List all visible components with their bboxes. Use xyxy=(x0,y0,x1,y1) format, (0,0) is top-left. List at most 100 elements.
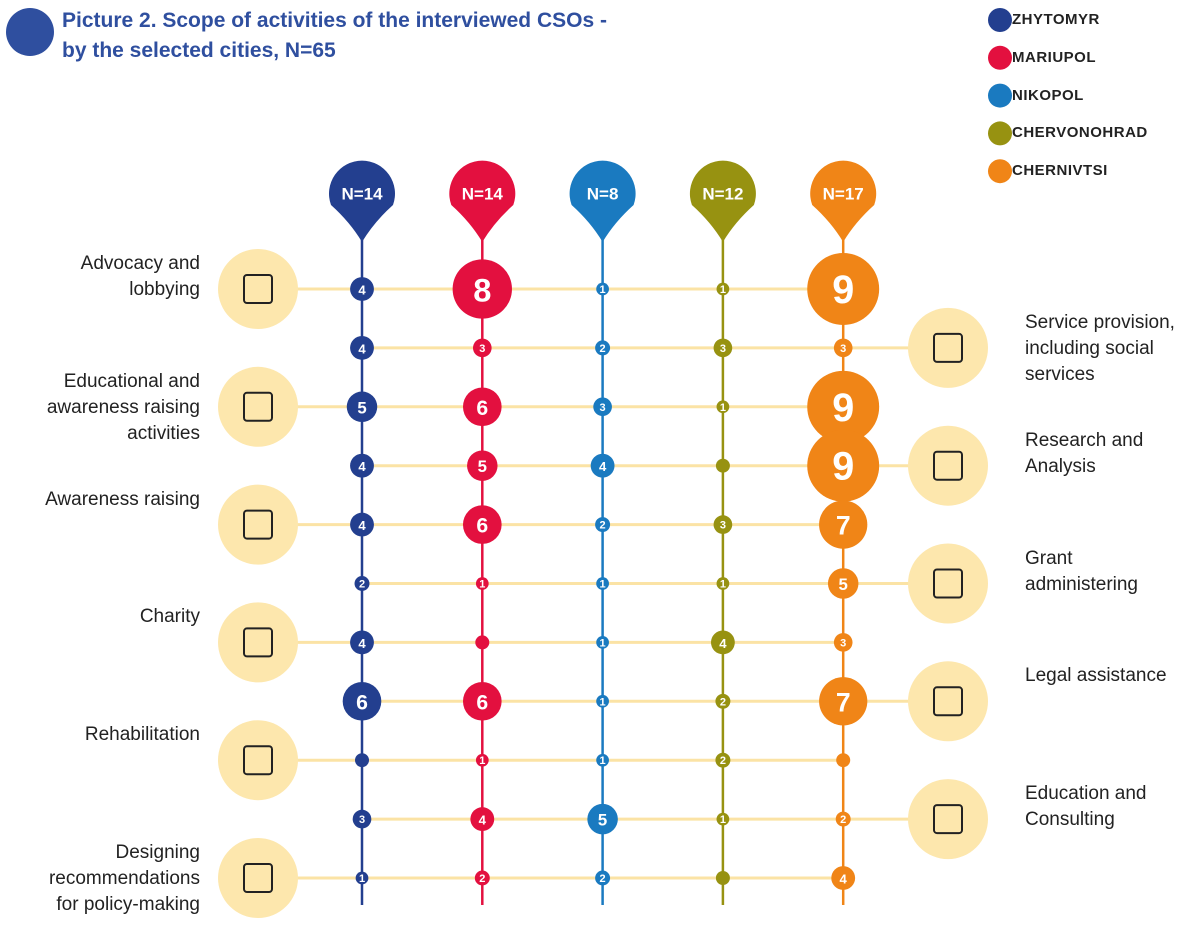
bubble xyxy=(819,677,868,726)
pin xyxy=(328,160,395,242)
icon xyxy=(933,568,963,599)
category-label: Legal assistance xyxy=(1025,665,1167,687)
bubble xyxy=(833,338,853,358)
icon-bg xyxy=(218,249,298,329)
icon xyxy=(933,450,963,481)
icon-bg xyxy=(218,602,298,683)
bubble-label: 4 xyxy=(358,518,366,533)
bubble xyxy=(836,753,851,768)
bubble xyxy=(590,453,615,478)
bubble xyxy=(807,429,880,502)
bubble-label: 1 xyxy=(600,579,606,591)
category-label: Charity xyxy=(139,606,200,628)
bubble xyxy=(593,397,612,417)
bubble-label: 1 xyxy=(600,637,606,649)
bubble-label: 1 xyxy=(359,873,365,885)
bubble-label: 5 xyxy=(478,457,487,476)
legend-label: NIKOPOL xyxy=(1012,86,1084,104)
legend-swatch xyxy=(988,159,1012,184)
bubble-label: 5 xyxy=(598,811,607,830)
category-label: Grant administering xyxy=(1025,547,1138,595)
bubble-label: 6 xyxy=(476,396,488,420)
n-label: N=17 xyxy=(823,185,864,204)
pin xyxy=(569,160,636,242)
icon-bg xyxy=(908,307,988,388)
bubble xyxy=(355,871,369,885)
n-label: N=14 xyxy=(341,185,383,204)
pin xyxy=(449,160,516,242)
bubble xyxy=(596,282,609,296)
bubble xyxy=(713,515,733,534)
icon xyxy=(243,274,273,304)
bubble xyxy=(596,636,609,649)
bubble-label: 4 xyxy=(479,813,487,828)
icon xyxy=(243,745,273,776)
bubble xyxy=(807,253,880,325)
bubble-label: 3 xyxy=(359,814,365,826)
icon xyxy=(243,509,273,540)
pin xyxy=(689,160,756,242)
n-label: N=8 xyxy=(587,185,619,204)
bubble-label: 1 xyxy=(720,402,726,414)
category-label: Educational and awareness raising activi… xyxy=(46,370,200,444)
bubble-label: 1 xyxy=(479,755,485,767)
legend-label: CHERVONOHRAD xyxy=(1012,124,1148,142)
bubble-label: 5 xyxy=(839,575,848,594)
legend-label: ZHYTOMYR xyxy=(1012,11,1100,28)
legend-swatch xyxy=(988,121,1012,146)
bubble xyxy=(352,809,372,829)
icon-bg xyxy=(908,425,988,506)
icon-bg xyxy=(218,366,298,447)
legend-swatch xyxy=(988,83,1012,108)
legend-swatch xyxy=(988,45,1012,70)
bubble-label: 2 xyxy=(359,579,365,591)
bubble-label: 4 xyxy=(358,459,366,474)
bubble xyxy=(475,753,489,767)
bubble xyxy=(342,681,382,721)
title-blob xyxy=(6,8,54,56)
category-label: Awareness raising xyxy=(45,488,200,510)
bubble-label: 2 xyxy=(720,696,726,708)
bubble xyxy=(715,871,730,885)
bubble-label: 4 xyxy=(840,872,848,887)
bubble xyxy=(595,340,611,356)
bubble-label: 9 xyxy=(832,445,854,489)
bubble xyxy=(467,450,498,481)
bubble xyxy=(354,576,370,591)
bubble xyxy=(452,259,512,319)
icon-bg xyxy=(218,720,298,801)
bubble-label: 9 xyxy=(832,386,854,430)
category-label: Education and Consulting xyxy=(1025,783,1147,831)
bubble-label: 2 xyxy=(600,343,606,355)
icon-bg xyxy=(908,661,988,742)
category-label: Rehabilitation xyxy=(84,724,200,746)
bubble xyxy=(350,453,374,478)
bubble xyxy=(346,391,378,423)
bubble xyxy=(716,577,730,590)
bubble-label: 2 xyxy=(600,873,606,885)
bubble xyxy=(462,681,502,721)
legend-swatch xyxy=(988,8,1012,32)
icon xyxy=(933,332,963,363)
bubble xyxy=(710,630,735,655)
icon xyxy=(933,686,963,717)
bubble xyxy=(595,517,611,533)
bubble-label: 1 xyxy=(720,284,726,296)
bubble xyxy=(715,458,730,473)
icon xyxy=(933,804,963,835)
bubble-label: 3 xyxy=(720,343,726,355)
category-label: Service provision, including social serv… xyxy=(1025,311,1175,385)
bubble-label: 6 xyxy=(476,690,488,714)
bubble xyxy=(462,387,502,427)
icon-bg xyxy=(218,838,298,918)
bubble xyxy=(587,803,618,835)
bubble xyxy=(833,633,853,652)
bubble xyxy=(472,338,492,358)
icon-bg xyxy=(908,779,988,860)
category-label: Advocacy and lobbying xyxy=(80,253,200,300)
bubble-label: 4 xyxy=(358,283,366,298)
bubble-label: 1 xyxy=(720,579,726,591)
bubble xyxy=(350,630,374,655)
